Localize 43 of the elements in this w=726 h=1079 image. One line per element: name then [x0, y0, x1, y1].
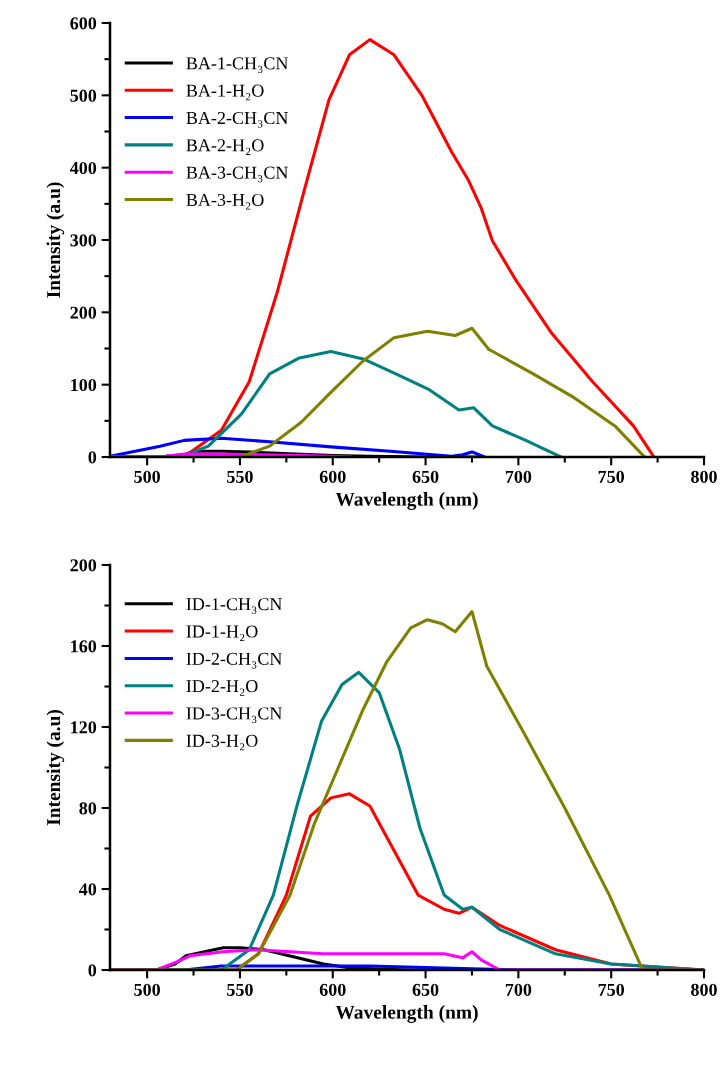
y-tick-label: 160: [71, 640, 97, 653]
x-tick-label: 600: [319, 470, 346, 483]
y-tick-label: 600: [70, 17, 97, 30]
x-tick-label: 700: [505, 470, 532, 483]
legend-label: ID-3-H₂O: [186, 734, 258, 751]
x-tick-label: 750: [598, 983, 625, 996]
legend-label: ID-1-H₂O: [186, 625, 258, 642]
y-tick-label: 100: [71, 378, 97, 392]
y-tick-label: 40: [79, 883, 97, 896]
y-tick-label: 400: [69, 161, 97, 175]
x-tick-label: 700: [505, 983, 532, 996]
x-tick-label: 550: [227, 983, 253, 996]
y-tick-label: 500: [70, 89, 97, 102]
x-tick-label: 500: [134, 470, 160, 483]
y-tick-label: 0: [88, 964, 97, 977]
legend-label: ID-2-CH₃CN: [186, 652, 282, 669]
y-tick-label: 0: [88, 451, 97, 464]
x-tick-label: 750: [598, 470, 625, 483]
legend-label: ID-1-CH₃CN: [186, 598, 282, 614]
legend-label: BA-2-H₂O: [186, 139, 264, 155]
legend-label: BA-3-H₂O: [186, 193, 264, 210]
x-axis-title: Wavelength (nm): [335, 492, 478, 510]
x-axis-title: Wavelength (nm): [335, 1005, 478, 1023]
x-tick-label: 650: [412, 470, 439, 483]
legend-label: BA-2-CH₃CN: [186, 111, 289, 128]
x-tick-label: 550: [227, 470, 253, 483]
y-tick-label: 200: [70, 559, 97, 572]
x-tick-label: 800: [691, 470, 717, 483]
y-axis-title: Intensity (a.u): [46, 182, 65, 298]
x-tick-label: 500: [134, 983, 160, 996]
legend-label: BA-3-CH₃CN: [186, 166, 289, 183]
y-tick-label: 80: [79, 802, 97, 815]
x-tick-label: 800: [691, 983, 717, 996]
legend-label: BA-1-H₂O: [186, 84, 264, 101]
y-axis-title: Intensity (a.u): [46, 710, 65, 826]
legend-label: BA-1-CH₃CN: [186, 57, 289, 73]
legend-label: ID-2-H₂O: [186, 680, 258, 696]
y-tick-label: 300: [70, 234, 97, 247]
x-tick-label: 600: [319, 983, 346, 996]
x-tick-label: 650: [412, 983, 439, 996]
y-tick-label: 200: [70, 306, 97, 319]
legend-label: ID-3-CH₃CN: [186, 707, 282, 724]
y-tick-label: 120: [71, 721, 97, 734]
